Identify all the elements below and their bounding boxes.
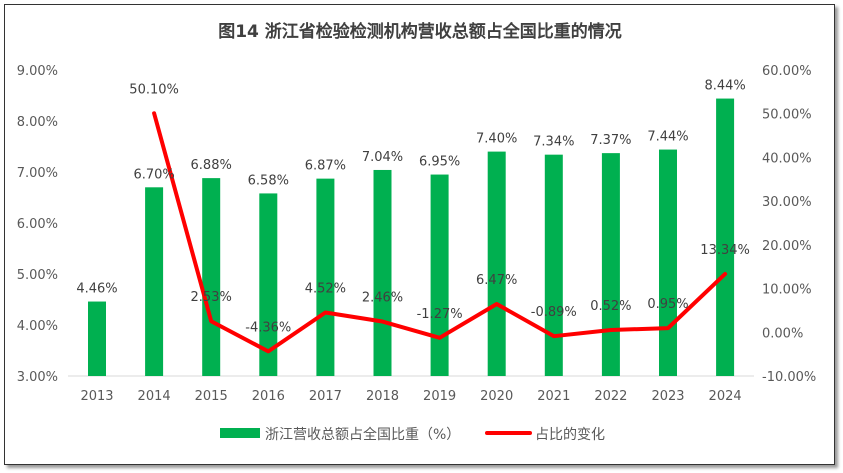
line-data-label: 13.34% [700, 243, 750, 258]
bar [544, 154, 563, 376]
bar-data-label: 7.37% [590, 133, 631, 148]
bar [430, 174, 449, 376]
line-data-label: -0.89% [531, 305, 577, 320]
x-tick: 2016 [252, 389, 285, 404]
x-tick: 2023 [651, 389, 684, 404]
line-data-label: 0.52% [590, 299, 631, 314]
line-data-label: -1.27% [417, 307, 463, 322]
bar [716, 98, 735, 376]
bar-data-label: 8.44% [704, 79, 745, 94]
x-tick: 2022 [594, 389, 627, 404]
line-data-label: 0.95% [647, 297, 688, 312]
legend-line-label: 占比的变化 [535, 427, 605, 443]
bar-data-label: 7.04% [362, 150, 403, 165]
x-tick: 2021 [537, 389, 570, 404]
y-right-tick: 60.00% [762, 64, 812, 79]
y-right-tick: 30.00% [762, 195, 812, 210]
bar [373, 169, 392, 376]
bar-data-label: 6.87% [305, 159, 346, 174]
y-right-tick: 10.00% [762, 283, 812, 298]
y-right-tick: 40.00% [762, 151, 812, 166]
y-left-tick: 8.00% [17, 115, 58, 130]
y-left-tick: 7.00% [17, 166, 58, 181]
line-data-label: 4.52% [305, 282, 346, 297]
y-right-tick: 20.00% [762, 239, 812, 254]
chart-title: 图14 浙江省检验检测机构营收总额占全国比重的情况 [218, 21, 622, 42]
y-right-tick: 0.00% [762, 326, 803, 341]
bar-data-label: 6.70% [133, 167, 174, 182]
y-left-tick: 6.00% [17, 217, 58, 232]
bar [487, 151, 506, 376]
line-data-label: 6.47% [476, 273, 517, 288]
bar [601, 153, 620, 376]
y-left-tick: 5.00% [17, 268, 58, 283]
bar-data-label: 4.46% [76, 282, 117, 297]
y-left-tick: 3.00% [17, 370, 58, 385]
bar-data-label: 7.34% [533, 135, 574, 150]
bar-data-label: 7.40% [476, 132, 517, 147]
x-tick: 2020 [480, 389, 513, 404]
x-tick: 2024 [709, 389, 742, 404]
x-tick: 2018 [366, 389, 399, 404]
y-left-tick: 9.00% [17, 64, 58, 79]
bar [88, 301, 106, 376]
bar [145, 187, 164, 376]
y-right-tick: -10.00% [762, 370, 816, 385]
x-tick: 2019 [423, 389, 456, 404]
legend-bar-label: 浙江营收总额占全国比重（%） [265, 426, 460, 443]
bar-data-label: 6.88% [191, 158, 232, 173]
y-right-tick: 50.00% [762, 108, 812, 123]
legend-bar-swatch [220, 428, 260, 438]
bar [316, 178, 335, 376]
line-data-label: 2.46% [362, 291, 403, 306]
bar [259, 193, 278, 376]
chart-frame [4, 4, 835, 465]
bar [202, 178, 221, 376]
bar [659, 149, 677, 376]
line-data-label: 2.53% [191, 290, 232, 305]
change-line [152, 111, 728, 354]
bar-data-label: 7.44% [647, 130, 688, 145]
x-tick: 2013 [80, 389, 113, 404]
line-data-label: 50.10% [129, 82, 179, 97]
x-tick: 2014 [138, 389, 171, 404]
x-tick: 2017 [309, 389, 342, 404]
y-left-tick: 4.00% [17, 319, 58, 334]
bar-data-label: 6.95% [419, 155, 460, 170]
x-tick: 2015 [195, 389, 228, 404]
bar-data-label: 6.58% [248, 173, 289, 188]
line-data-label: -4.36% [245, 320, 291, 335]
